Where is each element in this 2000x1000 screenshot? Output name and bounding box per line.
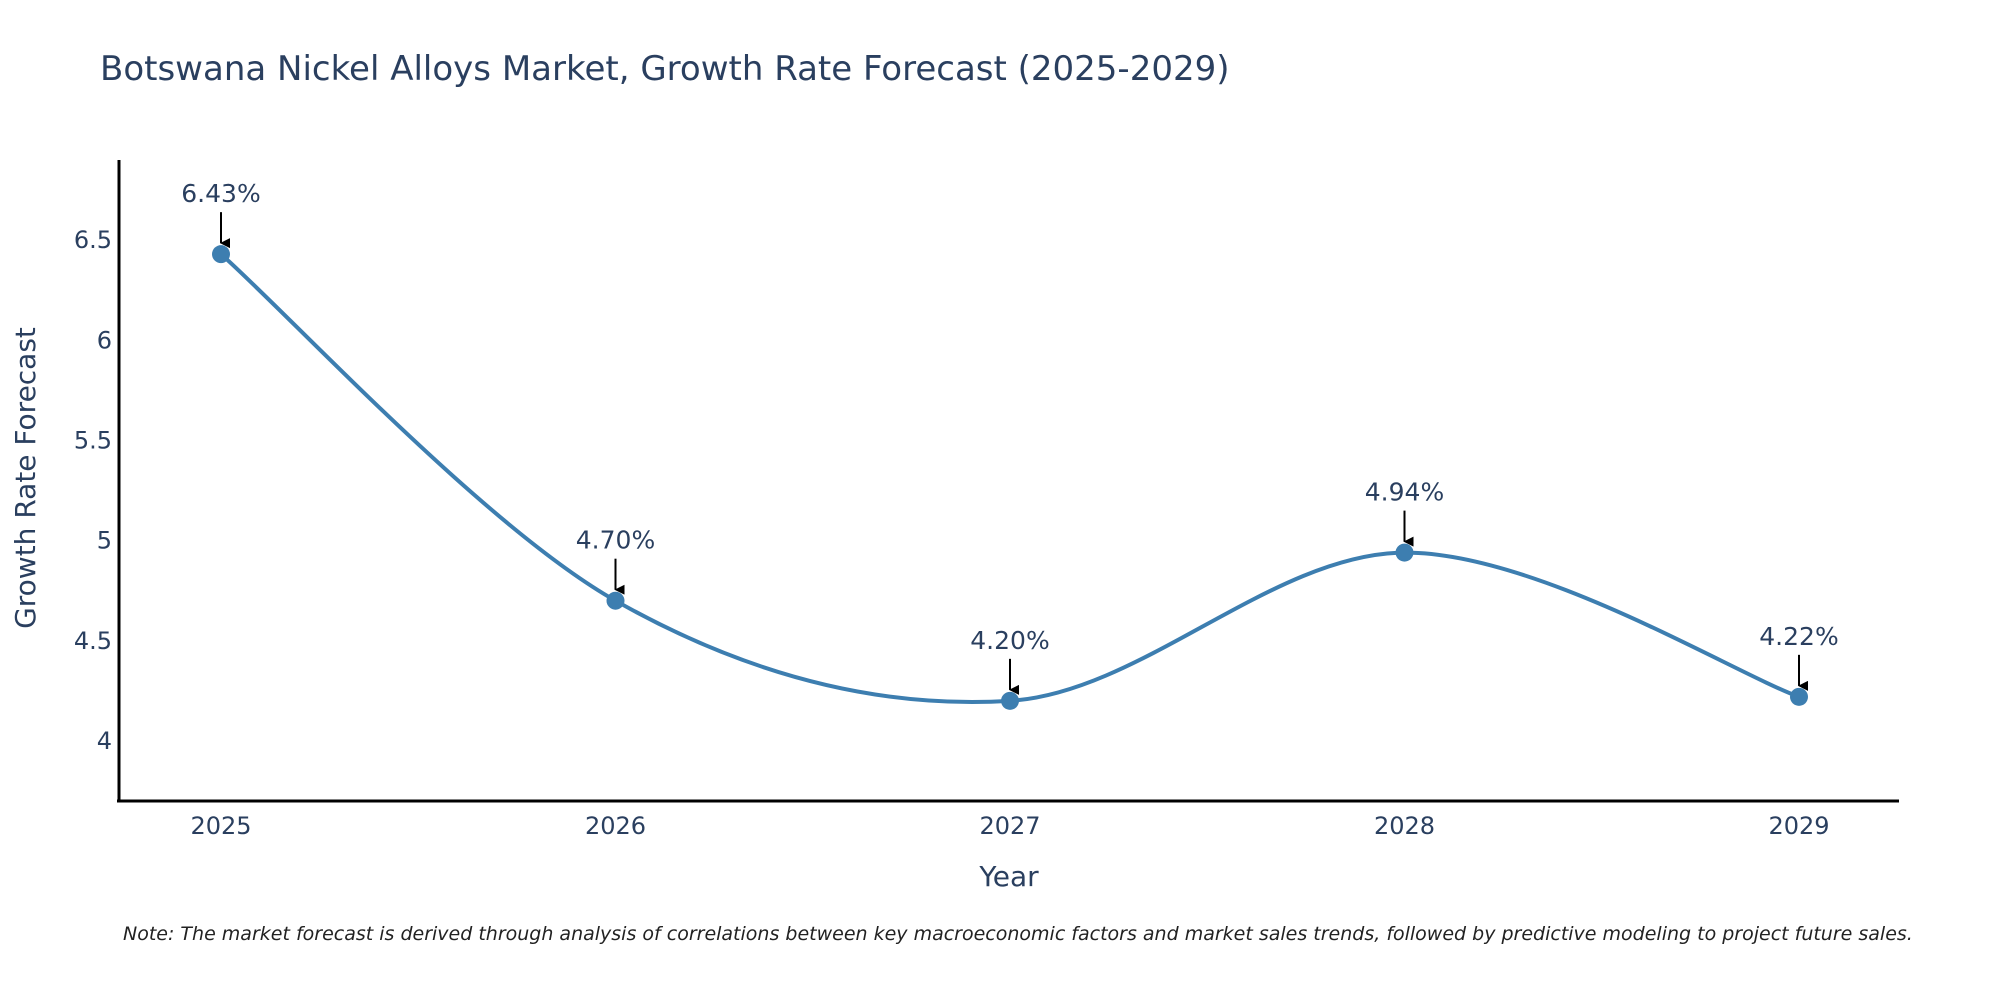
data-point <box>606 591 625 610</box>
y-tick-label: 5 <box>97 527 112 555</box>
y-tick-label: 6.5 <box>74 226 112 254</box>
plot-area: 4 4.5 5 5.5 6 6.5 2025 2026 2027 2028 2029 6.43% 4.7… <box>74 179 1839 840</box>
y-tick-label: 5.5 <box>74 426 112 454</box>
x-axis-title: Year <box>978 860 1039 893</box>
y-axis-title: Growth Rate Forecast <box>9 327 42 629</box>
data-label: 4.20% <box>970 626 1049 655</box>
chart-title: Botswana Nickel Alloys Market, Growth Ra… <box>100 49 1230 89</box>
x-tick-label: 2029 <box>1768 812 1829 840</box>
data-point <box>1790 687 1808 706</box>
data-label: 4.94% <box>1365 478 1444 507</box>
x-tick-label: 2025 <box>190 812 251 840</box>
data-point <box>1395 543 1414 562</box>
footnote: Note: The market forecast is derived thr… <box>123 923 1913 945</box>
x-tick-label: 2028 <box>1374 812 1435 840</box>
data-point <box>1001 691 1019 710</box>
data-label: 4.22% <box>1759 622 1838 651</box>
data-label: 6.43% <box>181 179 260 208</box>
x-tick-label: 2026 <box>585 812 646 840</box>
y-tick-label: 4 <box>97 727 112 755</box>
y-tick-label: 6 <box>97 326 112 354</box>
y-tick-label: 4.5 <box>74 627 112 655</box>
data-point <box>212 245 230 264</box>
data-label: 4.70% <box>576 526 655 555</box>
x-tick-label: 2027 <box>979 812 1040 840</box>
